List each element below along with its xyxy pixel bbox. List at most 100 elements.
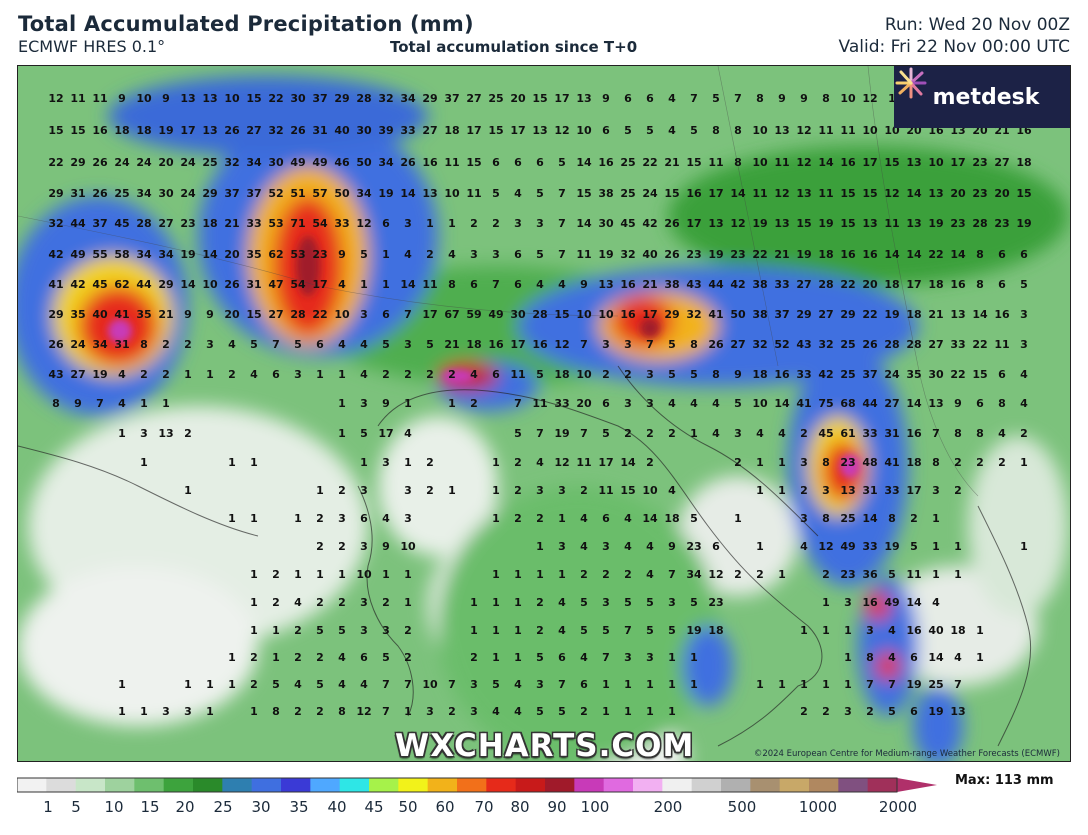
grid-value: 1 <box>690 427 698 440</box>
grid-value: 49 <box>312 156 327 169</box>
grid-value: 1 <box>184 484 192 497</box>
grid-value: 12 <box>554 456 569 469</box>
grid-value: 10 <box>334 308 350 321</box>
grid-value: 1 <box>404 456 412 469</box>
grid-value: 9 <box>954 397 962 410</box>
grid-value: 4 <box>448 248 456 261</box>
grid-value: 1 <box>404 705 412 718</box>
grid-value: 5 <box>602 427 610 440</box>
grid-value: 4 <box>338 338 346 351</box>
grid-value: 4 <box>470 368 478 381</box>
grid-value: 16 <box>598 156 614 169</box>
grid-value: 2 <box>624 427 632 440</box>
legend-swatch <box>750 778 781 792</box>
grid-value: 4 <box>668 397 676 410</box>
grid-value: 8 <box>712 124 720 137</box>
grid-value: 34 <box>158 248 174 261</box>
grid-value: 3 <box>140 427 148 440</box>
legend-colorbar <box>17 777 937 793</box>
grid-value: 40 <box>92 308 108 321</box>
grid-value: 30 <box>356 124 372 137</box>
grid-value: 24 <box>180 156 196 169</box>
grid-value: 14 <box>906 248 922 261</box>
grid-value: 5 <box>558 705 566 718</box>
grid-value: 3 <box>1020 338 1028 351</box>
grid-value: 24 <box>180 187 196 200</box>
grid-value: 48 <box>862 456 877 469</box>
grid-value: 1 <box>316 568 324 581</box>
grid-value: 14 <box>818 156 834 169</box>
metdesk-logo[interactable]: metdesk <box>894 66 1070 128</box>
grid-value: 4 <box>294 678 302 691</box>
grid-value: 32 <box>48 217 63 230</box>
grid-value: 3 <box>624 397 632 410</box>
grid-value: 6 <box>470 278 478 291</box>
grid-value: 36 <box>862 568 878 581</box>
grid-value: 14 <box>180 278 196 291</box>
grid-value: 31 <box>884 427 899 440</box>
grid-value: 10 <box>576 308 592 321</box>
grid-value: 24 <box>114 156 130 169</box>
grid-value: 37 <box>224 187 239 200</box>
grid-value: 4 <box>382 512 390 525</box>
legend-label: 45 <box>364 798 384 816</box>
legend-swatch <box>545 778 575 792</box>
grid-value: 10 <box>642 484 658 497</box>
run-time: Run: Wed 20 Nov 00Z <box>884 15 1070 35</box>
grid-value: 1 <box>492 624 500 637</box>
grid-value: 62 <box>114 278 129 291</box>
legend-label: 15 <box>140 798 160 816</box>
grid-value: 26 <box>92 156 108 169</box>
grid-value: 32 <box>224 156 239 169</box>
grid-value: 5 <box>580 624 588 637</box>
grid-value: 22 <box>972 338 987 351</box>
grid-value: 1 <box>558 512 566 525</box>
grid-value: 33 <box>884 484 899 497</box>
grid-value: 16 <box>906 427 922 440</box>
grid-value: 23 <box>840 568 855 581</box>
grid-value: 15 <box>796 217 811 230</box>
grid-value: 34 <box>378 156 394 169</box>
grid-value: 2 <box>536 512 544 525</box>
grid-value: 14 <box>400 187 416 200</box>
grid-value: 2 <box>294 705 302 718</box>
grid-value: 2 <box>602 368 610 381</box>
grid-value: 27 <box>796 278 811 291</box>
grid-value: 37 <box>312 92 327 105</box>
grid-value: 2 <box>646 427 654 440</box>
grid-value: 27 <box>422 124 437 137</box>
grid-value: 5 <box>668 368 676 381</box>
grid-value: 53 <box>290 248 305 261</box>
grid-value: 18 <box>884 278 899 291</box>
grid-value: 1 <box>976 651 984 664</box>
grid-value: 6 <box>602 124 610 137</box>
grid-value: 17 <box>466 124 481 137</box>
grid-value: 5 <box>382 338 390 351</box>
grid-value: 5 <box>910 540 918 553</box>
grid-value: 31 <box>862 484 877 497</box>
grid-value: 6 <box>514 248 522 261</box>
grid-value: 54 <box>312 217 328 230</box>
grid-value: 2 <box>580 568 588 581</box>
grid-value: 31 <box>70 187 85 200</box>
grid-value: 32 <box>620 248 635 261</box>
legend-swatch <box>398 778 429 792</box>
legend-label: 5 <box>71 798 81 816</box>
grid-value: 1 <box>514 624 522 637</box>
grid-value: 5 <box>602 624 610 637</box>
grid-value: 22 <box>48 156 63 169</box>
grid-value: 33 <box>950 338 965 351</box>
precipitation-map[interactable]: 12 11 11 9 10 9 13 13 10 15 22 30 37 29 28 32 34 29 37 27 25… <box>17 65 1071 762</box>
grid-value: 1 <box>382 568 390 581</box>
grid-value: 2 <box>668 427 676 440</box>
grid-value: 2 <box>536 596 544 609</box>
grid-value: 26 <box>48 338 64 351</box>
grid-value: 3 <box>1020 308 1028 321</box>
grid-value: 2 <box>294 624 302 637</box>
grid-value: 4 <box>712 427 720 440</box>
grid-value: 24 <box>136 156 152 169</box>
grid-value: 2 <box>162 368 170 381</box>
legend-swatch <box>721 778 751 792</box>
grid-value: 6 <box>536 156 544 169</box>
grid-value: 11 <box>884 217 899 230</box>
